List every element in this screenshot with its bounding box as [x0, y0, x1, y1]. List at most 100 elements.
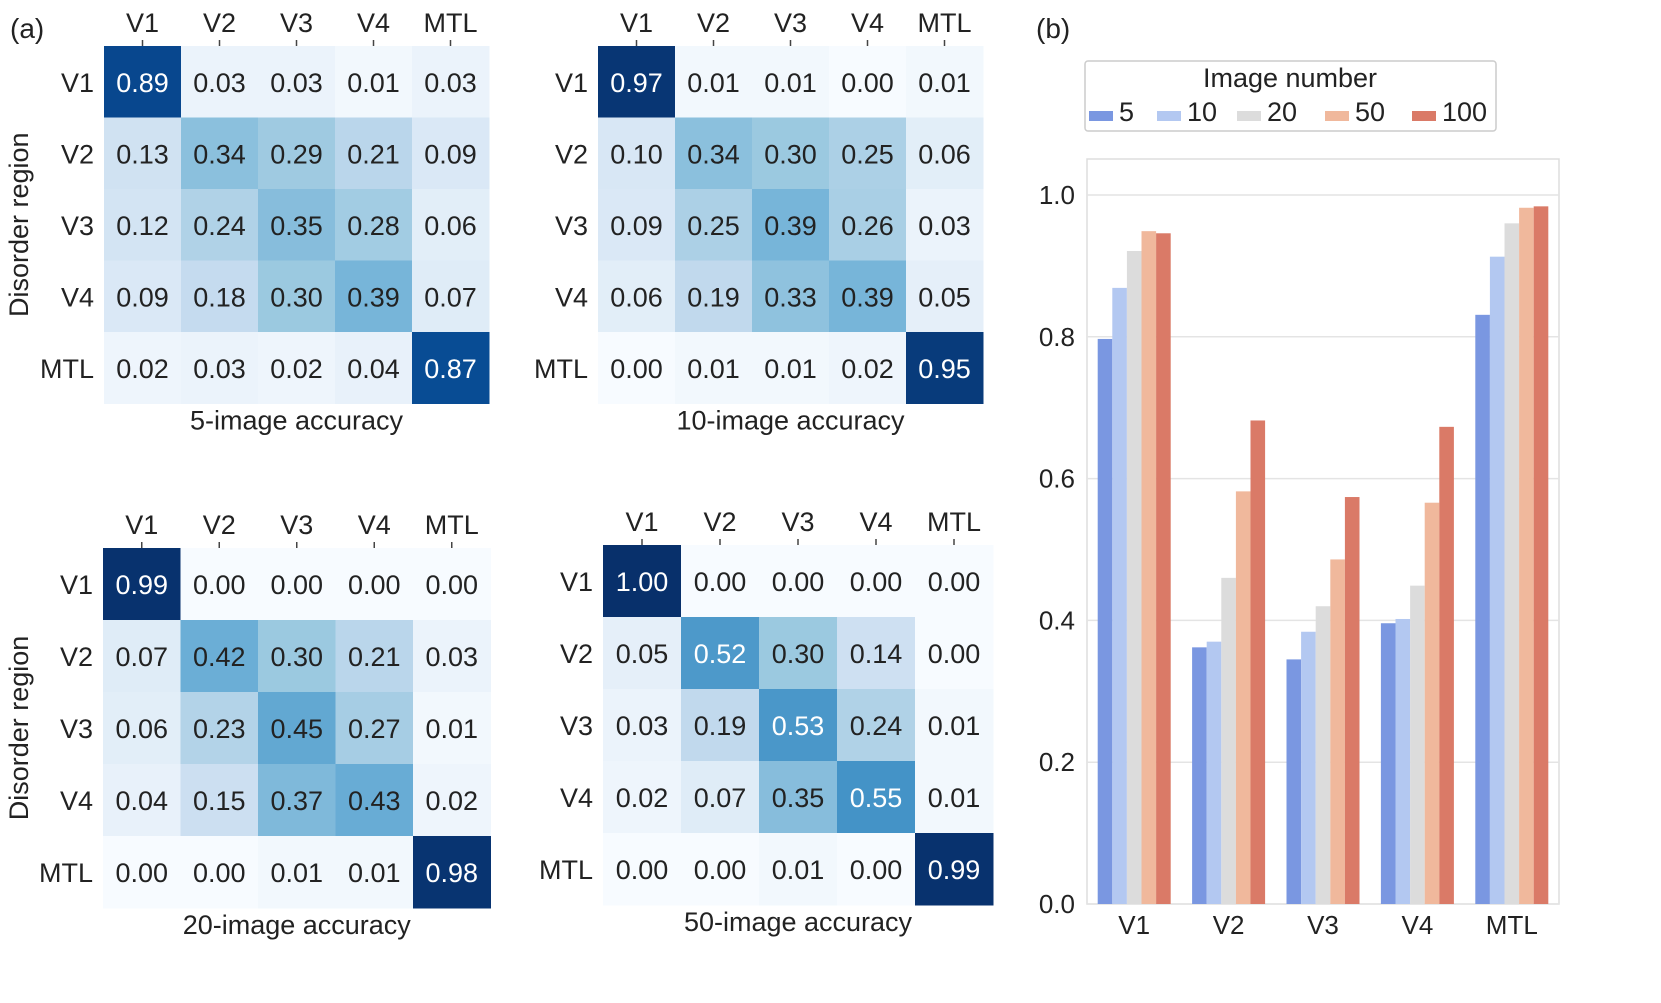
column-label: V4	[851, 8, 884, 38]
cell-value: 0.37	[270, 786, 323, 816]
cell-value: 0.07	[424, 282, 477, 312]
row-label: V1	[61, 68, 94, 98]
cell-value: 0.30	[772, 639, 825, 669]
panel-label-a: (a)	[10, 13, 44, 44]
cell-value: 0.98	[425, 858, 478, 888]
cell-value: 0.25	[841, 139, 894, 169]
cell-value: 0.34	[193, 139, 246, 169]
heatmap-cell	[335, 332, 413, 404]
legend-title: Image number	[1203, 63, 1377, 93]
bar	[1156, 233, 1171, 904]
heatmap-cell	[598, 117, 676, 190]
bar	[1221, 577, 1236, 904]
heatmap-cell	[258, 692, 336, 765]
bar	[1395, 618, 1411, 904]
bar	[1380, 623, 1396, 904]
cell-value: 0.00	[841, 68, 894, 98]
cell-value: 0.21	[348, 642, 401, 672]
heatmap-cell	[181, 260, 259, 333]
column-label: V1	[126, 8, 159, 38]
row-label: V3	[61, 211, 94, 241]
cell-value: 0.00	[850, 567, 903, 597]
column-label: V3	[280, 8, 313, 38]
cell-value: 0.00	[115, 858, 168, 888]
legend: Image number 5 10 20 50 100	[1084, 60, 1497, 132]
heatmap-cell	[335, 189, 413, 261]
cell-value: 0.00	[928, 567, 981, 597]
heatmap-cell	[837, 761, 916, 834]
cell-value: 0.02	[270, 354, 323, 384]
cell-value: 0.00	[772, 567, 825, 597]
heatmap-cell	[103, 764, 181, 837]
heatmap-cell	[258, 836, 336, 909]
heatmap-cell	[752, 46, 830, 118]
heatmap-20-image: 0.99 0.00 0.00 0.00 0.00 0.07 0.42 0.30 0.21 0.03…	[4, 510, 491, 940]
y-tick-label: 0.2	[1039, 747, 1075, 777]
cell-value: 0.01	[687, 354, 740, 384]
y-tick-label: 0.0	[1039, 889, 1075, 919]
heatmap-cell	[915, 761, 994, 834]
heatmap-cell	[335, 46, 413, 118]
column-label: V3	[781, 507, 814, 537]
cell-value: 0.43	[348, 786, 401, 816]
column-label: V3	[280, 510, 313, 540]
cell-value: 0.27	[348, 714, 401, 744]
heatmap-cell	[603, 833, 682, 906]
column-label: V1	[620, 8, 653, 38]
cell-value: 0.00	[928, 639, 981, 669]
row-label: V3	[555, 211, 588, 241]
cell-value: 0.00	[694, 567, 747, 597]
cell-value: 0.15	[193, 786, 246, 816]
cell-value: 0.28	[347, 211, 400, 241]
x-tick-label: V4	[1401, 910, 1433, 940]
cell-value: 0.33	[764, 282, 817, 312]
heatmap-cell	[104, 332, 182, 404]
bar	[1410, 585, 1425, 904]
heatmap-cell	[598, 260, 676, 333]
heatmap-cell	[104, 260, 182, 333]
legend-box	[1084, 60, 1497, 132]
heatmap-cell	[335, 836, 414, 909]
heatmap-cell	[837, 833, 916, 906]
bar	[1112, 287, 1127, 904]
legend-label: 20	[1267, 97, 1297, 127]
row-label: MTL	[40, 354, 94, 384]
heatmap-cell	[752, 332, 830, 404]
cell-value: 0.01	[347, 68, 400, 98]
legend-label: 100	[1442, 97, 1487, 127]
heatmap-title: 5-image accuracy	[190, 406, 404, 436]
heatmap-cell	[681, 689, 760, 762]
cell-value: 0.00	[850, 855, 903, 885]
heatmap-cell	[681, 545, 760, 618]
legend-swatch	[1237, 111, 1261, 121]
heatmap-cell	[258, 548, 336, 621]
row-label: MTL	[539, 855, 593, 885]
cell-value: 0.05	[918, 282, 971, 312]
cell-value: 0.03	[425, 642, 478, 672]
cell-value: 0.03	[270, 68, 323, 98]
cell-value: 0.53	[772, 711, 825, 741]
cell-value: 0.01	[764, 68, 817, 98]
heatmap-cell	[752, 260, 830, 333]
cell-value: 0.19	[694, 711, 747, 741]
bar	[1475, 314, 1490, 904]
cell-value: 0.14	[850, 639, 903, 669]
heatmap-cell	[759, 761, 838, 834]
y-tick-label: 0.6	[1039, 464, 1075, 494]
heatmap-10-image: 0.97 0.01 0.01 0.00 0.01 0.10 0.34 0.30 0.25 0.06…	[534, 8, 984, 436]
heatmap-cell	[906, 46, 984, 118]
heatmap-cell	[413, 692, 491, 765]
cell-value: 0.01	[764, 354, 817, 384]
heatmap-cell	[603, 617, 682, 690]
y-axis-label: Disorder region	[4, 132, 34, 317]
legend-swatch	[1325, 111, 1349, 121]
heatmap-cell	[603, 545, 682, 618]
legend-label: 10	[1187, 97, 1217, 127]
cell-value: 0.30	[764, 139, 817, 169]
bar	[1250, 420, 1266, 904]
legend-label: 50	[1355, 97, 1385, 127]
column-label: V4	[357, 8, 390, 38]
heatmap-cell	[915, 833, 994, 906]
heatmap-cell	[104, 117, 182, 190]
bar	[1504, 223, 1520, 905]
